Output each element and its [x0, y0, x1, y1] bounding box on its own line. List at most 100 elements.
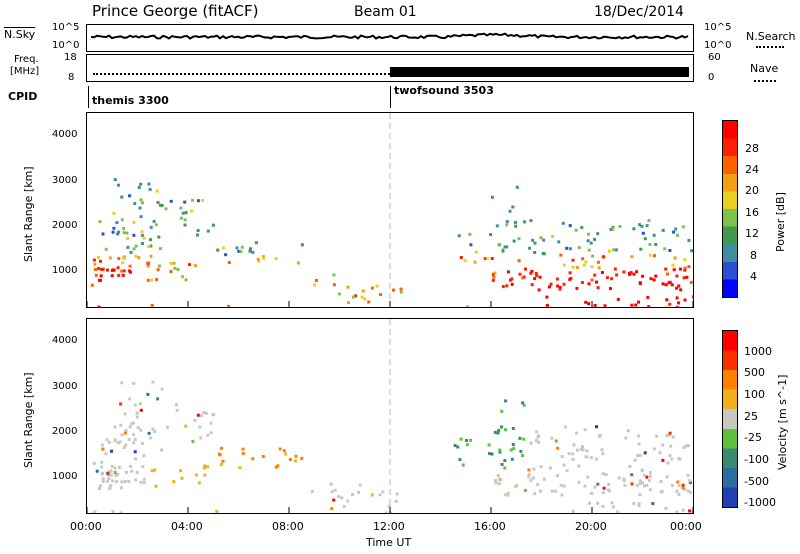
heatmap-cell: [498, 448, 502, 452]
heatmap-cell: [150, 303, 154, 307]
heatmap-cell: [215, 509, 219, 513]
heatmap-cell: [112, 268, 116, 272]
heatmap-cell: [536, 482, 540, 486]
heatmap-cell: [151, 427, 155, 431]
heatmap-cell: [496, 431, 500, 435]
heatmap-cell: [96, 256, 100, 259]
heatmap-cell: [500, 425, 504, 429]
heatmap-cell: [591, 254, 595, 258]
heatmap-cell: [568, 277, 572, 281]
nsky-label: N.Sky: [4, 28, 36, 41]
heatmap-cell: [183, 200, 187, 204]
heatmap-cell: [646, 295, 650, 299]
heatmap-cell: [671, 435, 675, 439]
heatmap-cell: [262, 256, 266, 260]
heatmap-cell: [618, 225, 622, 228]
heatmap-cell: [510, 277, 514, 281]
heatmap-cell: [116, 232, 120, 236]
heatmap-cell: [645, 483, 649, 487]
heatmap-cell: [665, 434, 669, 437]
heatmap-cell: [351, 295, 355, 299]
time-tick-5: 20:00: [575, 520, 607, 533]
heatmap-cell: [494, 481, 498, 485]
heatmap-cell: [106, 268, 109, 272]
heatmap-cell: [584, 300, 588, 304]
heatmap-cell: [560, 493, 564, 497]
heatmap-cell: [90, 283, 94, 287]
heatmap-cell: [537, 288, 541, 292]
heatmap-cell: [206, 465, 209, 469]
heatmap-cell: [557, 240, 561, 244]
heatmap-cell: [146, 264, 150, 268]
heatmap-cell: [521, 454, 524, 457]
velocity-ytick-4000: 4000: [52, 335, 78, 346]
heatmap-cell: [677, 484, 681, 488]
heatmap-cell: [221, 246, 225, 250]
heatmap-cell: [227, 261, 231, 264]
heatmap-cell: [640, 468, 644, 472]
heatmap-cell: [497, 243, 501, 247]
heatmap-cell: [329, 482, 333, 486]
heatmap-cell: [685, 444, 688, 448]
heatmap-cell: [142, 477, 146, 481]
heatmap-cell: [643, 451, 647, 455]
heatmap-cell: [100, 443, 104, 447]
heatmap-cell: [677, 301, 681, 305]
heatmap-cell: [688, 509, 692, 513]
heatmap-cell: [142, 481, 146, 485]
heatmap-cell: [97, 267, 101, 270]
heatmap-cell: [527, 473, 531, 477]
heatmap-cell: [641, 274, 645, 278]
heatmap-cell: [458, 458, 462, 462]
heatmap-cell: [582, 263, 586, 267]
heatmap-cell: [682, 276, 686, 280]
heatmap-cell: [138, 206, 142, 210]
heatmap-cell: [284, 452, 288, 456]
heatmap-cell: [313, 283, 317, 287]
heatmap-cell: [611, 227, 615, 231]
heatmap-cell: [670, 283, 674, 287]
heatmap-cell: [473, 260, 477, 264]
heatmap-cell: [633, 458, 637, 462]
heatmap-cell: [98, 278, 102, 282]
heatmap-cell: [639, 479, 642, 483]
heatmap-cell: [107, 477, 111, 481]
heatmap-cell: [510, 282, 514, 286]
heatmap-cell: [638, 281, 642, 285]
heatmap-cell: [515, 185, 519, 189]
heatmap-cell: [459, 437, 463, 441]
heatmap-cell: [133, 202, 137, 205]
heatmap-cell: [602, 255, 606, 259]
heatmap-cell: [506, 270, 510, 274]
heatmap-cell: [630, 303, 634, 307]
heatmap-cell: [580, 281, 584, 284]
heatmap-cell: [99, 259, 102, 263]
heatmap-cell: [596, 260, 600, 264]
heatmap-cell: [251, 250, 255, 254]
heatmap-cell: [529, 441, 533, 445]
heatmap-cell: [639, 247, 643, 251]
heatmap-cell: [157, 235, 161, 239]
heatmap-cell: [503, 245, 507, 249]
heatmap-cell: [664, 283, 668, 287]
heatmap-cell: [184, 424, 188, 428]
heatmap-cell: [522, 403, 526, 407]
heatmap-cell: [217, 452, 221, 456]
heatmap-cell: [483, 257, 487, 261]
heatmap-cell: [534, 271, 538, 275]
heatmap-cell: [615, 273, 619, 277]
heatmap-cell: [456, 445, 460, 449]
heatmap-cell: [689, 490, 692, 494]
heatmap-cell: [128, 425, 132, 429]
heatmap-cell: [496, 474, 500, 478]
heatmap-cell: [117, 466, 121, 469]
heatmap-cell: [601, 472, 605, 476]
heatmap-cell: [675, 489, 679, 493]
heatmap-cell: [575, 431, 579, 435]
heatmap-cell: [562, 484, 566, 488]
heatmap-cell: [608, 489, 612, 493]
heatmap-cell: [671, 483, 674, 487]
heatmap-cell: [191, 198, 194, 202]
time-tick-1: 04:00: [171, 520, 203, 533]
heatmap-cell: [571, 458, 575, 461]
